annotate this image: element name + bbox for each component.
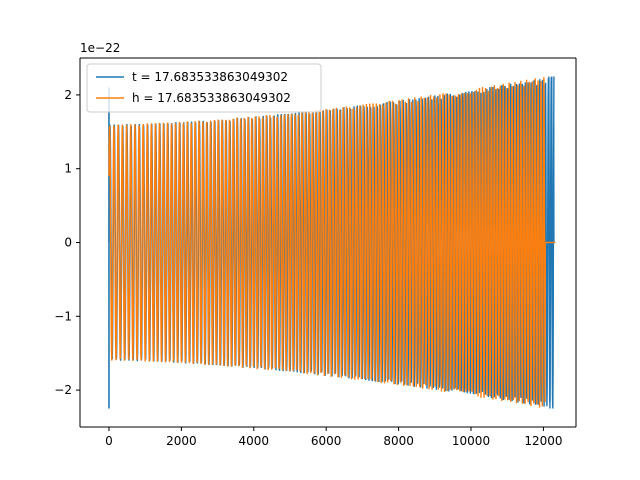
x-tick-label: 2000 — [166, 434, 197, 448]
x-tick-label: 0 — [105, 434, 113, 448]
y-tick-label: 0 — [64, 236, 72, 250]
y-tick-label: 2 — [64, 88, 72, 102]
x-tick-label: 8000 — [383, 434, 414, 448]
legend-label-h: h = 17.683533863049302 — [132, 91, 291, 105]
x-tick-label: 12000 — [524, 434, 562, 448]
series-line-t-tail — [548, 76, 555, 409]
axes: 0 2000 4000 6000 8000 10000 12000 −2 −1 0 1 2 — [54, 57, 577, 448]
legend: t = 17.683533863049302 h = 17.6835338630… — [86, 63, 322, 113]
series-line-h — [108, 77, 556, 408]
plot-area — [108, 76, 556, 409]
legend-box — [86, 63, 322, 113]
y-tick-label: 1 — [64, 162, 72, 176]
y-offset-label: 1e−22 — [80, 41, 120, 55]
x-tick-label: 10000 — [452, 434, 490, 448]
legend-label-t: t = 17.683533863049302 — [132, 70, 288, 84]
x-tick-label: 4000 — [239, 434, 270, 448]
y-tick-label: −1 — [54, 309, 72, 323]
y-tick-label: −2 — [54, 383, 72, 397]
x-tick-label: 6000 — [311, 434, 342, 448]
